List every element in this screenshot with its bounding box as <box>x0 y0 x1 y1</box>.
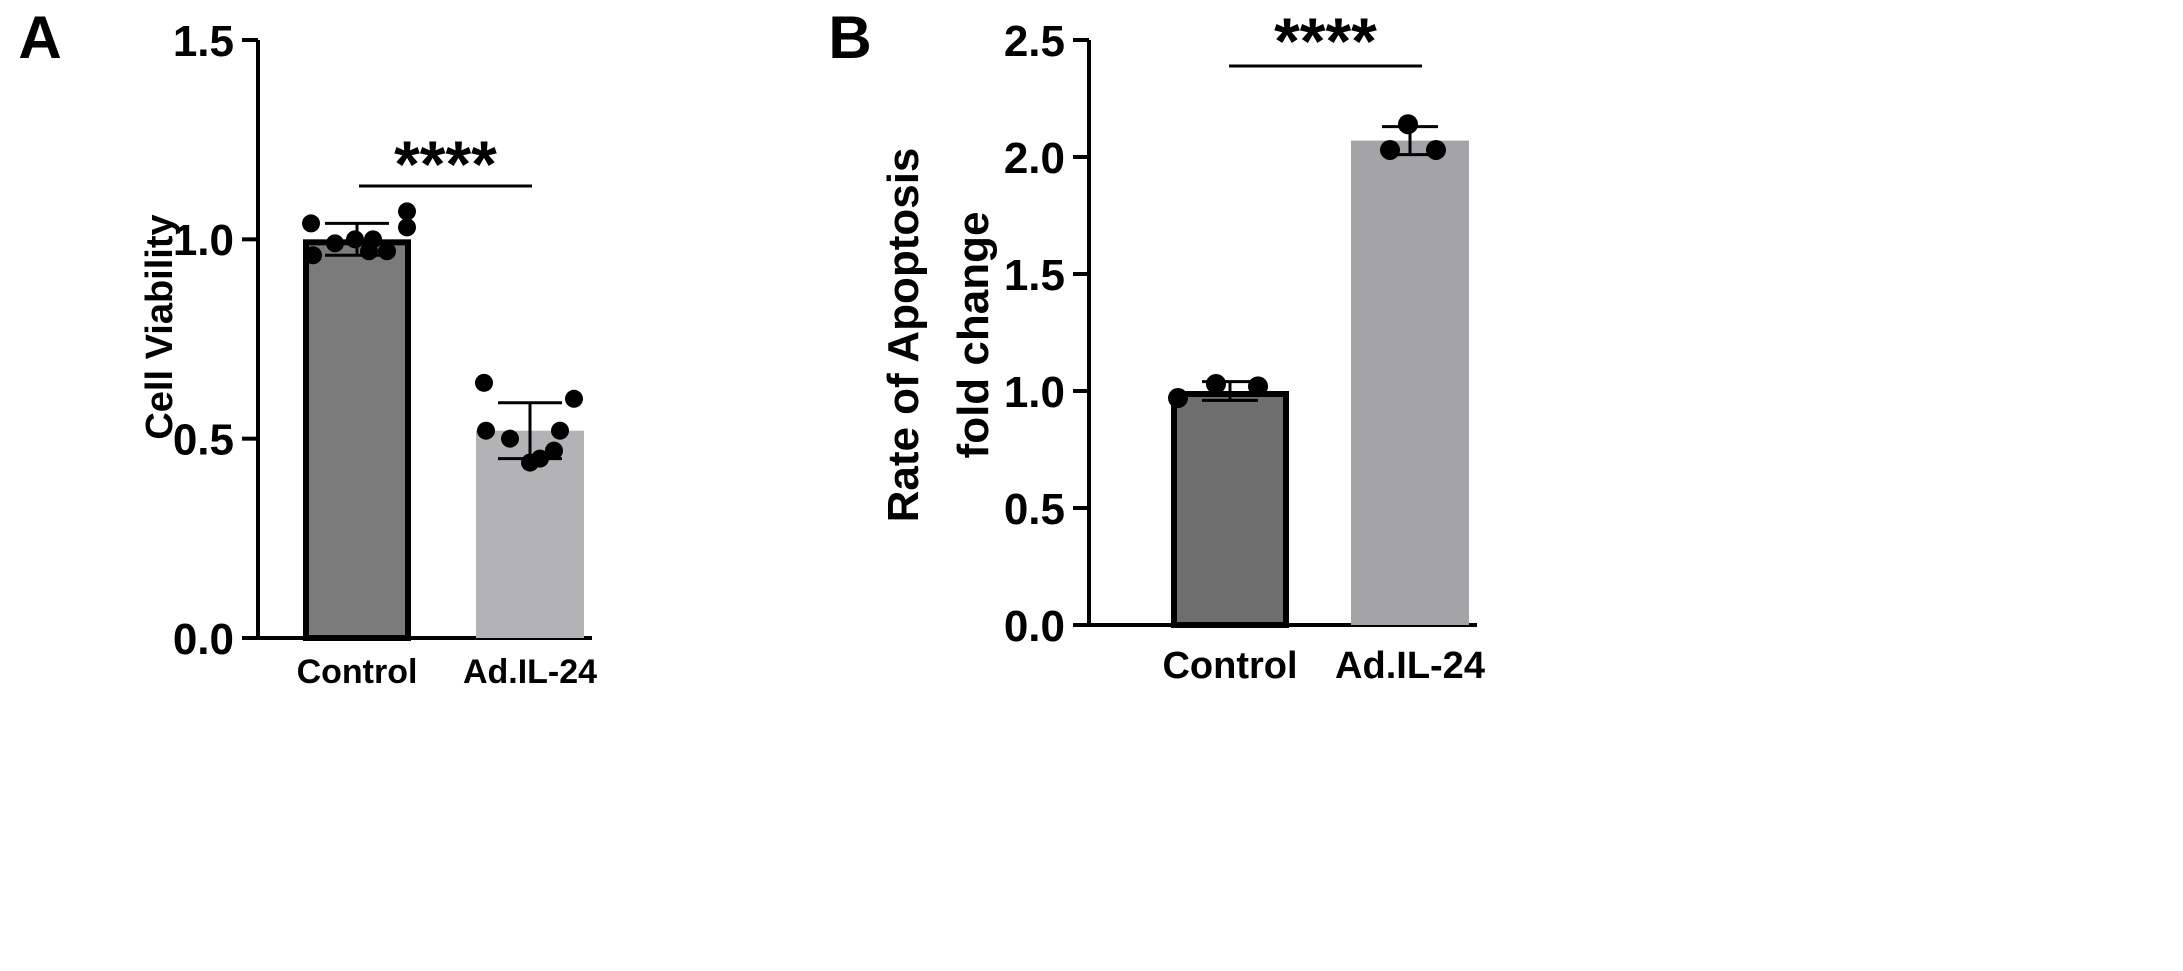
data-point <box>1398 114 1418 135</box>
data-point <box>346 230 364 249</box>
data-point <box>551 421 569 440</box>
data-point <box>565 389 583 408</box>
y-axis-label: Rate of Apoptosis <box>879 148 928 523</box>
data-point <box>475 373 493 392</box>
y-tick-label: 0.0 <box>173 615 234 664</box>
data-point <box>398 202 416 221</box>
y-axis-label: fold change <box>949 212 998 459</box>
data-point <box>531 449 549 468</box>
data-point <box>360 242 378 261</box>
data-point <box>1248 376 1268 397</box>
significance-marker: **** <box>394 127 497 201</box>
data-point <box>1168 388 1188 409</box>
y-tick-label: 2.0 <box>1004 134 1065 183</box>
y-axis-label: Cell Viability <box>139 214 181 439</box>
x-category-label: Ad.IL-24 <box>463 653 597 691</box>
y-tick-label: 1.5 <box>1004 251 1065 300</box>
data-point <box>398 218 416 237</box>
data-point <box>302 214 320 233</box>
panel-label: A <box>18 4 61 71</box>
bar-0 <box>303 239 411 641</box>
data-point <box>378 242 396 261</box>
data-point <box>304 246 322 265</box>
y-tick-label: 0.5 <box>1004 485 1065 534</box>
data-point <box>477 421 495 440</box>
x-category-label: Control <box>297 653 418 691</box>
data-point <box>1426 139 1446 160</box>
panel-label: B <box>828 4 871 71</box>
x-category-label: Ad.IL-24 <box>1335 645 1485 687</box>
bar-1 <box>1351 140 1469 625</box>
significance-marker: **** <box>1274 4 1377 78</box>
bar-0 <box>1171 391 1289 628</box>
y-tick-label: 0.0 <box>1004 602 1065 651</box>
data-point <box>1206 373 1226 394</box>
x-category-label: Control <box>1162 645 1297 687</box>
y-tick-label: 1.5 <box>173 17 234 66</box>
panel-a-chart: A 0.0 0.5 1.0 1.5 Cell Viability Control Ad.IL-… <box>18 4 597 691</box>
data-point <box>545 441 563 460</box>
y-tick-label: 1.0 <box>173 216 234 265</box>
panel-b-chart: B 0.0 0.5 1.0 1.5 2.0 2.5 Rate of Apoptosis fold… <box>828 4 1485 687</box>
data-point <box>326 234 344 253</box>
y-tick-label: 0.5 <box>173 416 234 465</box>
data-point <box>501 429 519 448</box>
y-tick-label: 1.0 <box>1004 368 1065 417</box>
data-point <box>1380 139 1400 160</box>
y-tick-label: 2.5 <box>1004 17 1065 66</box>
